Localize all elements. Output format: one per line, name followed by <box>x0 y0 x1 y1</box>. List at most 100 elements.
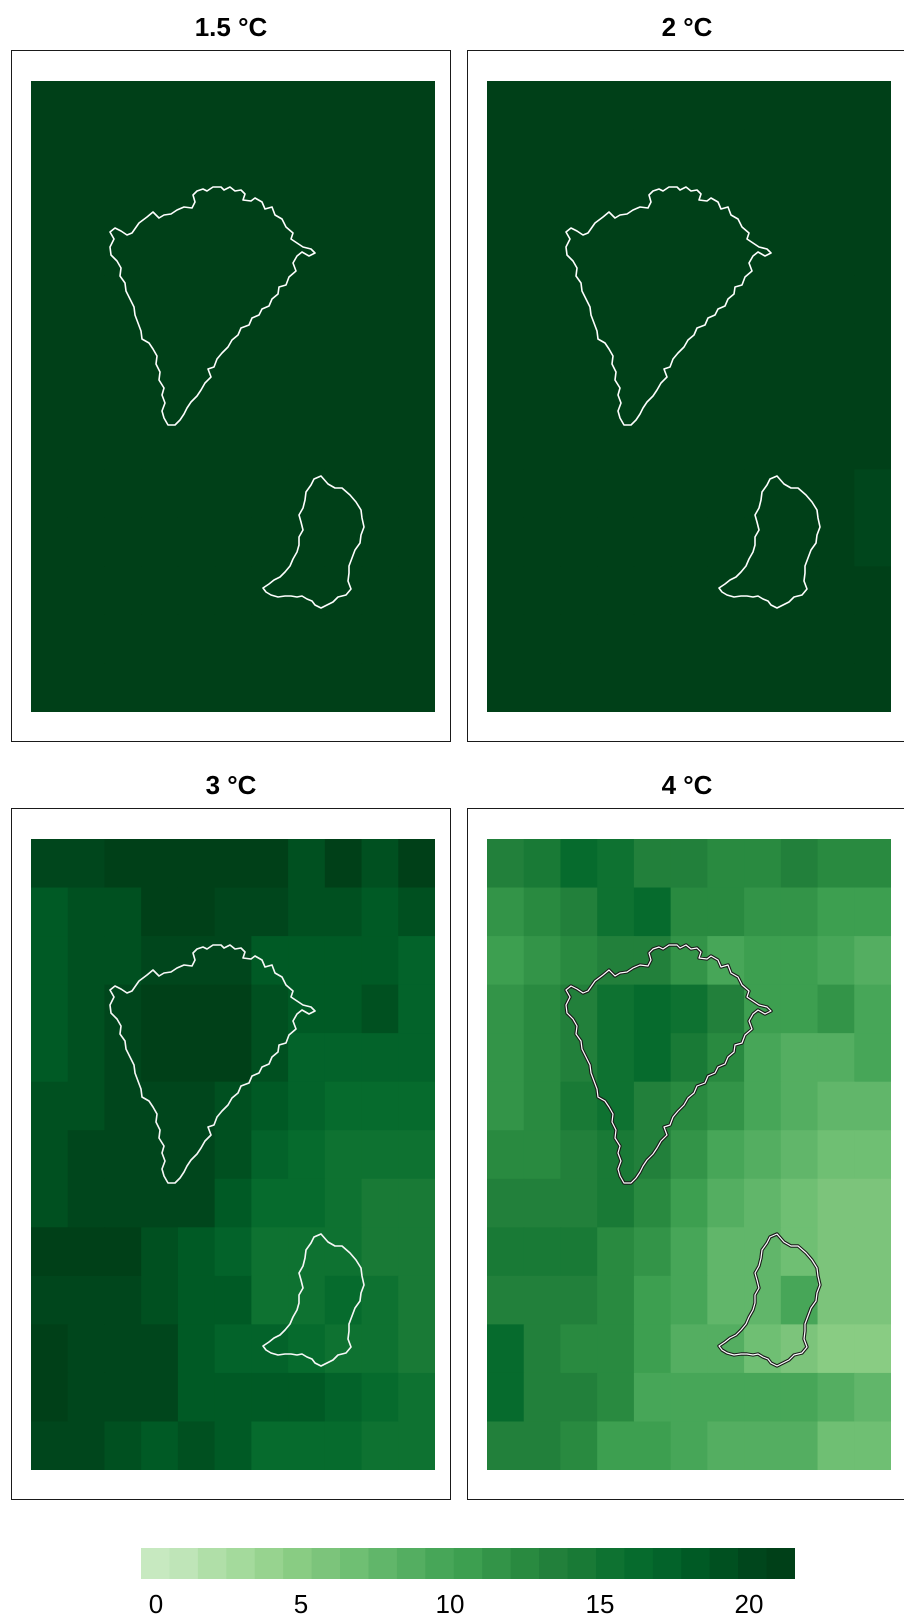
grid-cell <box>361 887 399 937</box>
grid-cell <box>288 517 326 567</box>
legend-swatch <box>453 1548 483 1579</box>
grid-cell <box>398 420 435 470</box>
grid-cell <box>744 323 782 373</box>
legend-tick-label: 20 <box>734 1589 764 1619</box>
grid-cell <box>251 1275 289 1325</box>
grid-cell <box>251 1178 289 1228</box>
grid-cell <box>288 129 326 179</box>
grid-cell <box>214 1324 252 1374</box>
grid-cell <box>487 420 525 470</box>
grid-cell <box>560 839 598 889</box>
grid-cell <box>744 663 782 712</box>
grid-cell <box>67 1081 106 1131</box>
grid-cell <box>288 420 326 470</box>
grid-cell <box>67 323 106 373</box>
grid-cell <box>707 275 745 325</box>
grid-cell <box>214 81 252 131</box>
grid-cell <box>854 936 891 986</box>
grid-cell <box>633 887 672 937</box>
grid-cell <box>854 323 891 373</box>
grid-cell <box>780 1178 819 1228</box>
grid-cell <box>597 839 635 889</box>
grid-cell <box>633 178 672 228</box>
grid-cell <box>854 1081 891 1131</box>
grid-cell <box>560 1130 598 1180</box>
grid-cell <box>67 226 106 276</box>
grid-cell <box>744 839 782 889</box>
grid-cell <box>31 1421 69 1470</box>
grid-cell <box>744 936 782 986</box>
grid-cell <box>214 323 252 373</box>
grid-cell <box>670 614 708 665</box>
grid-cell <box>487 1033 525 1083</box>
grid-cell <box>670 566 708 616</box>
grid-cell <box>251 469 289 519</box>
grid-cell <box>177 1421 216 1470</box>
grid-cell <box>288 323 326 373</box>
grid-cell <box>780 517 819 567</box>
grid-cell <box>398 1421 435 1470</box>
panel-title: 3 °C <box>205 770 257 800</box>
grid-cell <box>67 1372 106 1423</box>
grid-cell <box>104 1275 142 1325</box>
grid-cell <box>214 1081 252 1131</box>
grid-cell <box>560 1081 598 1131</box>
grid-cell <box>670 1324 708 1374</box>
grid-cell <box>104 1324 142 1374</box>
grid-cell <box>670 129 708 179</box>
grid-cell <box>288 839 326 889</box>
grid-cell <box>487 1130 525 1180</box>
grid-cell <box>597 984 635 1034</box>
grid-cell <box>31 1033 69 1083</box>
grid-cell <box>780 1081 819 1131</box>
grid-cell <box>104 420 142 470</box>
grid-cell <box>214 372 252 422</box>
grid-cell <box>324 178 363 228</box>
grid-cell <box>670 1033 708 1083</box>
grid-cell <box>523 81 562 131</box>
grid-cell <box>817 1324 855 1374</box>
grid-cell <box>707 1275 745 1325</box>
grid-cell <box>288 1275 326 1325</box>
grid-cell <box>361 984 399 1034</box>
grid-cell <box>251 1227 289 1277</box>
legend-swatch <box>169 1548 199 1579</box>
grid-cell <box>817 1178 855 1228</box>
grid-cell <box>251 839 289 889</box>
grid-cell <box>854 984 891 1034</box>
grid-cell <box>817 420 855 470</box>
grid-cell <box>361 614 399 665</box>
map-svg <box>487 81 891 712</box>
grid-cell <box>487 1372 525 1423</box>
grid-cell <box>597 1178 635 1228</box>
legend-swatch <box>368 1548 398 1579</box>
grid-cell <box>104 323 142 373</box>
grid-cell <box>141 469 179 519</box>
grid-cell <box>361 323 399 373</box>
grid-cell <box>214 566 252 616</box>
grid-cell <box>251 420 289 470</box>
legend-swatch <box>709 1548 739 1579</box>
grid-cell <box>361 178 399 228</box>
grid-cell <box>141 129 179 179</box>
grid-cell <box>67 1033 106 1083</box>
grid-cell <box>780 323 819 373</box>
grid-cell <box>398 178 435 228</box>
grid-cell <box>633 1081 672 1131</box>
grid-cell <box>251 129 289 179</box>
grid-cell <box>817 1130 855 1180</box>
grid-cell <box>817 936 855 986</box>
grid-cell <box>324 1421 363 1470</box>
grid-cell <box>324 936 363 986</box>
grid-cell <box>670 984 708 1034</box>
grid-cell <box>707 839 745 889</box>
grid-cell <box>670 1081 708 1131</box>
grid-cell <box>707 887 745 937</box>
panel-title: 1.5 °C <box>194 12 268 42</box>
grid-cell <box>670 1178 708 1228</box>
region-outline-south <box>718 475 821 609</box>
grid-cell <box>817 1421 855 1470</box>
grid-cell <box>597 226 635 276</box>
color-legend-bar <box>141 1548 795 1579</box>
grid-cell <box>31 936 69 986</box>
